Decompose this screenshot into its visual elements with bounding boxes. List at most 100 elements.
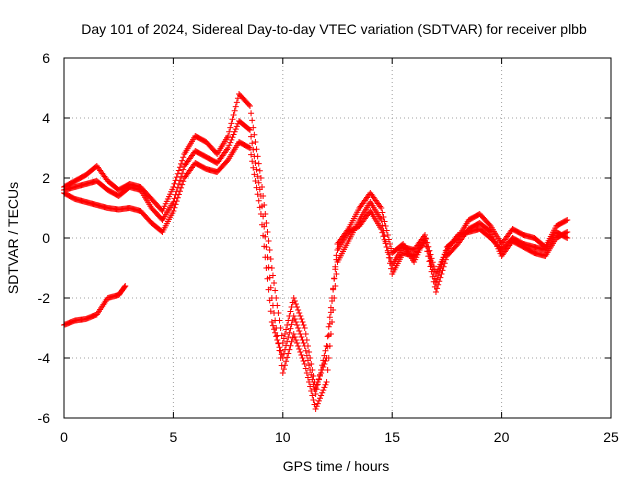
x-tick-label: 15: [384, 429, 400, 445]
data-point: [303, 352, 310, 359]
data-point: [174, 170, 181, 177]
data-point: [267, 256, 274, 262]
data-point: [246, 145, 253, 151]
data-point: [563, 217, 570, 224]
data-point: [245, 144, 252, 151]
data-point: [180, 154, 187, 161]
data-point: [227, 139, 234, 146]
data-point: [296, 346, 303, 352]
data-point: [261, 243, 268, 250]
data-point: [315, 397, 322, 404]
data-point: [265, 286, 272, 293]
data-point: [255, 179, 262, 186]
data-point: [233, 123, 240, 130]
data-point: [303, 370, 310, 376]
x-axis-label: GPS time / hours: [283, 458, 390, 474]
data-point: [178, 184, 185, 191]
data-point: [323, 343, 330, 349]
data-point: [330, 285, 337, 292]
data-point: [314, 400, 321, 407]
data-point: [296, 310, 303, 316]
data-point: [295, 307, 302, 313]
data-point: [227, 124, 234, 131]
data-point: [332, 266, 339, 273]
data-point: [228, 120, 235, 127]
data-point: [301, 343, 308, 349]
data-point: [121, 283, 128, 290]
data-point: [272, 329, 279, 336]
data-point: [294, 322, 301, 328]
data-point: [321, 384, 328, 391]
axis-ticks: 0 5 10 15 20 25 -6 -4 -2 0 2 4 6: [38, 50, 619, 445]
data-point: [179, 181, 186, 188]
data-point: [248, 110, 255, 117]
data-point: [291, 334, 298, 340]
data-point: [254, 191, 261, 198]
data-point: [422, 232, 429, 238]
data-point: [175, 181, 182, 187]
data-point: [253, 146, 260, 153]
data-point: [310, 397, 317, 403]
data-point: [286, 329, 293, 336]
data-point: [436, 278, 443, 285]
data-point: [122, 283, 129, 289]
data-point: [269, 302, 276, 309]
data-point: [378, 205, 385, 211]
data-point: [296, 328, 303, 334]
data-point: [298, 334, 305, 340]
data-point: [252, 160, 259, 166]
data-point: [306, 349, 313, 355]
data-point: [281, 346, 288, 353]
data-point: [251, 171, 258, 178]
x-tick-label: 0: [60, 429, 68, 445]
data-point: [428, 268, 435, 275]
data-point: [307, 383, 314, 390]
data-point: [266, 297, 273, 304]
data-point: [306, 362, 313, 369]
data-point: [300, 358, 307, 364]
data-point: [427, 251, 434, 258]
data-point: [319, 362, 326, 369]
data-point: [175, 167, 182, 174]
data-point: [266, 247, 273, 253]
data-point: [178, 160, 185, 167]
data-point: [441, 260, 448, 267]
data-point: [379, 229, 386, 236]
data-point: [388, 245, 395, 252]
data-point: [274, 337, 281, 343]
data-point: [437, 274, 444, 281]
data-point: [295, 325, 302, 331]
data-point: [292, 337, 299, 343]
data-point: [287, 325, 294, 332]
data-point: [267, 308, 274, 315]
data-point: [387, 254, 394, 261]
data-point: [301, 325, 308, 331]
data-point: [388, 265, 395, 272]
data-point: [309, 376, 316, 383]
data-point: [298, 352, 305, 358]
data-point: [333, 271, 340, 277]
data-point: [384, 247, 391, 254]
data-point: [255, 160, 262, 167]
data-point: [290, 331, 297, 337]
data-point: [280, 350, 287, 357]
data-point: [232, 103, 239, 110]
data-point: [290, 313, 297, 319]
y-tick-label: 4: [42, 110, 50, 126]
data-point: [179, 157, 186, 164]
data-point: [320, 387, 327, 394]
data-point: [275, 340, 282, 347]
data-point: [254, 173, 261, 180]
data-point: [299, 319, 306, 325]
data-point: [426, 247, 433, 254]
data-point: [429, 259, 436, 266]
data-point: [290, 295, 297, 301]
data-point: [324, 367, 331, 373]
data-point: [322, 381, 329, 388]
data-point: [300, 322, 307, 328]
data-point: [320, 357, 327, 364]
data-point: [279, 370, 286, 376]
data-point: [249, 140, 256, 147]
data-point: [256, 167, 263, 174]
data-point: [381, 236, 388, 243]
